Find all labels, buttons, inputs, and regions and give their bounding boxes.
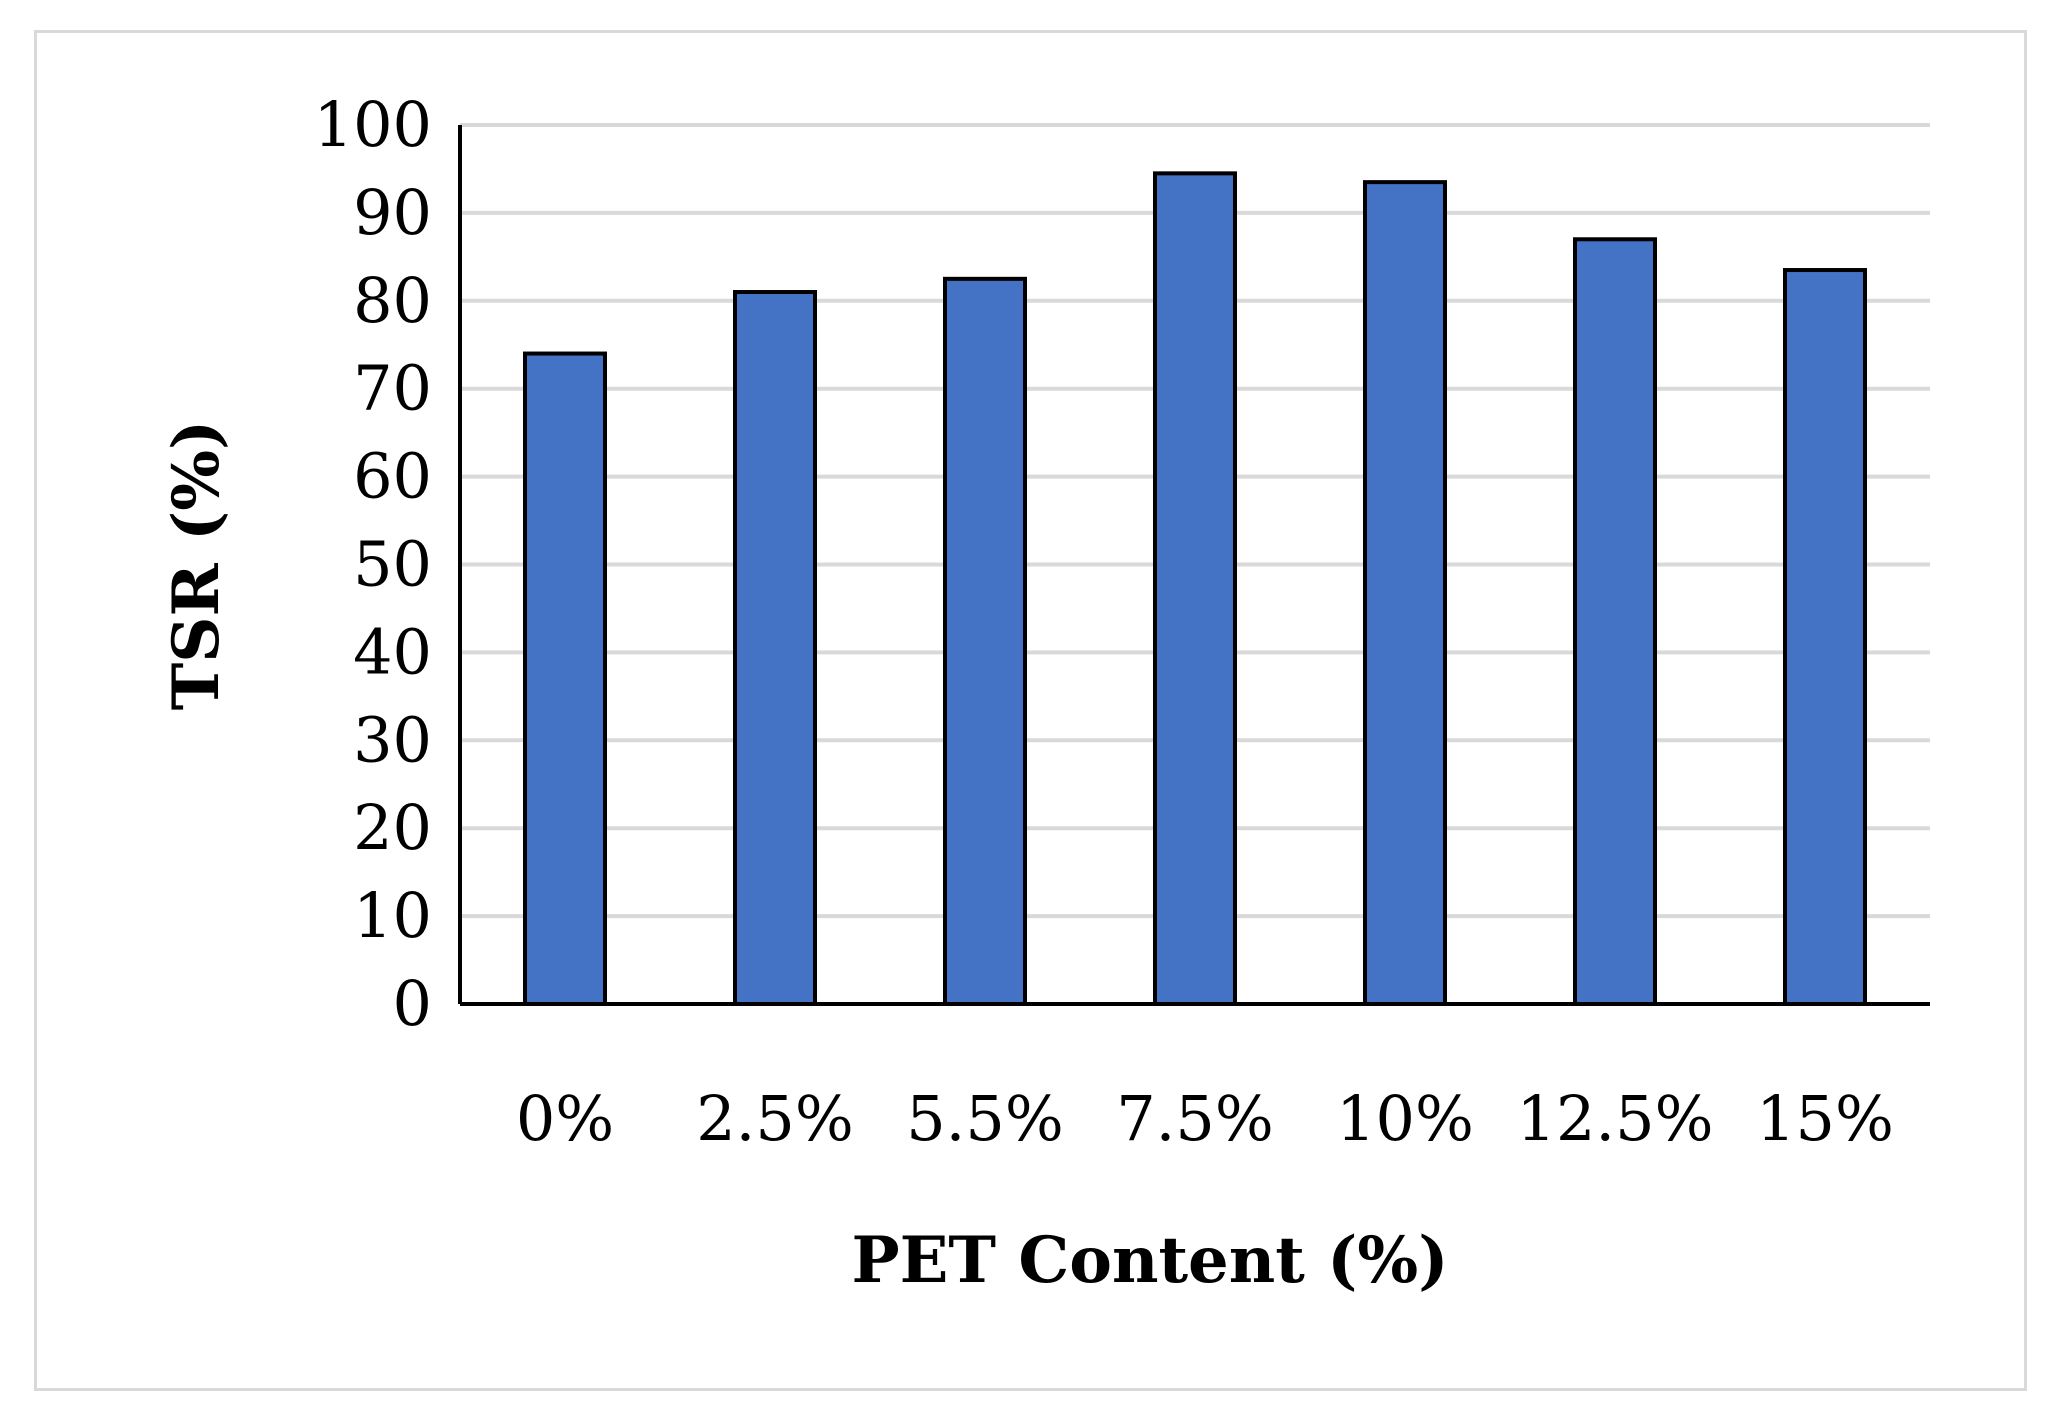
- bar-7.5%: [1153, 171, 1237, 1007]
- y-axis-title: TSR (%): [159, 420, 234, 711]
- axes: [458, 125, 1930, 1006]
- x-axis-title: PET Content (%): [852, 1223, 1449, 1298]
- y-tick-label: 20: [353, 791, 432, 864]
- y-tick-label: 100: [314, 88, 432, 161]
- y-tick-label: 60: [353, 440, 432, 513]
- y-tick-label: 40: [353, 615, 432, 688]
- bars: [523, 171, 1867, 1007]
- bar-0%: [523, 351, 607, 1007]
- bar-12.5%: [1573, 237, 1657, 1006]
- bar-10%: [1363, 180, 1447, 1006]
- y-tick-label: 90: [353, 176, 432, 249]
- x-tick-labels: 0% 2.5% 5.5% 7.5% 10% 12.5% 15%: [516, 1082, 1894, 1155]
- bar-2.5%: [733, 290, 817, 1006]
- x-tick-label: 0%: [516, 1082, 614, 1155]
- y-tick-label: 0: [393, 967, 432, 1040]
- y-tick-label: 30: [353, 703, 432, 776]
- x-tick-label: 2.5%: [696, 1082, 854, 1155]
- y-tick-label: 10: [353, 879, 432, 952]
- x-tick-label: 15%: [1756, 1082, 1894, 1155]
- y-tick-label: 70: [353, 352, 432, 425]
- x-tick-label: 12.5%: [1517, 1082, 1714, 1155]
- x-tick-label: 7.5%: [1116, 1082, 1274, 1155]
- y-tick-label: 80: [353, 264, 432, 337]
- bar-15%: [1783, 268, 1867, 1007]
- x-tick-label: 10%: [1336, 1082, 1474, 1155]
- x-tick-label: 5.5%: [906, 1082, 1064, 1155]
- chart-frame: [34, 30, 2027, 1391]
- bar-5.5%: [943, 276, 1027, 1006]
- y-tick-label: 50: [353, 528, 432, 601]
- y-tick-labels: 0 10 20 30 40 50 60 70 80 90 100: [314, 88, 432, 1040]
